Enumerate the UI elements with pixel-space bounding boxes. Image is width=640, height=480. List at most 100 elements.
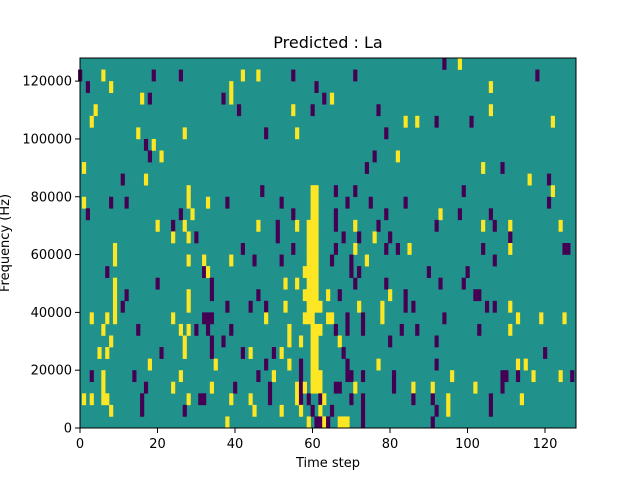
heatmap-cell xyxy=(570,370,575,383)
x-axis-ticks: 0 20 40 60 80 100 120 xyxy=(76,428,557,452)
heatmap-cell xyxy=(403,196,408,209)
heatmap-cell xyxy=(225,196,230,209)
heatmap-cell xyxy=(326,416,331,429)
heatmap-cell xyxy=(345,196,350,209)
heatmap-cell xyxy=(314,289,319,302)
heatmap-cell xyxy=(562,312,567,325)
heatmap-cell xyxy=(105,347,110,359)
heatmap-cell xyxy=(225,416,230,429)
heatmap-cell xyxy=(341,347,346,359)
heatmap-cell xyxy=(302,381,307,394)
heatmap-cell xyxy=(306,266,311,278)
heatmap-cell xyxy=(101,323,106,336)
heatmap-cell xyxy=(178,323,183,336)
heatmap-cell xyxy=(508,243,513,255)
heatmap-cell xyxy=(310,370,315,383)
heatmap-cell xyxy=(469,115,474,128)
x-tick-label: 100 xyxy=(455,437,480,452)
heatmap-cell xyxy=(291,208,296,221)
heatmap-cell xyxy=(306,300,311,313)
heatmap-cell xyxy=(508,231,513,244)
heatmap-cell xyxy=(314,347,319,359)
heatmap-cell xyxy=(298,393,304,406)
heatmap-cell xyxy=(391,381,397,394)
heatmap-cell xyxy=(430,381,435,394)
heatmap-cell xyxy=(434,358,439,371)
heatmap-cell xyxy=(132,370,137,383)
heatmap-cell xyxy=(333,243,338,255)
heatmap-cell xyxy=(298,404,304,417)
heatmap-cell xyxy=(562,243,567,255)
heatmap-cell xyxy=(337,381,342,394)
heatmap-cell xyxy=(353,277,358,290)
y-tick-label: 20000 xyxy=(31,364,72,379)
heatmap-cell xyxy=(302,312,307,325)
heatmap-cell xyxy=(291,69,296,82)
heatmap-cell xyxy=(446,404,451,417)
heatmap-cell xyxy=(376,358,381,371)
heatmap-cell xyxy=(97,347,102,359)
heatmap-cell xyxy=(403,300,408,313)
heatmap-cell xyxy=(318,393,323,406)
chart-title: Predicted : La xyxy=(273,33,382,52)
heatmap-cell xyxy=(182,127,187,140)
heatmap-cell xyxy=(333,208,338,221)
heatmap-cell xyxy=(492,219,497,232)
heatmap-cell xyxy=(198,393,203,406)
plot-area xyxy=(78,57,577,429)
heatmap-cell xyxy=(81,196,87,209)
heatmap-cell xyxy=(267,381,273,394)
heatmap-cell xyxy=(306,416,311,429)
heatmap-cell xyxy=(240,243,245,255)
heatmap-cell xyxy=(310,335,315,348)
heatmap-cell xyxy=(481,162,486,174)
heatmap-cell xyxy=(182,335,187,348)
heatmap-cell xyxy=(302,266,307,278)
heatmap-cell xyxy=(492,254,497,267)
heatmap-cell xyxy=(360,404,366,417)
heatmap-cell xyxy=(349,266,354,278)
heatmap-cell xyxy=(213,358,218,371)
heatmap-cell xyxy=(178,370,183,383)
heatmap-cell xyxy=(384,208,389,221)
heatmap-cell xyxy=(256,69,261,82)
heatmap-cell xyxy=(322,92,327,105)
heatmap-cell xyxy=(492,300,497,313)
heatmap-cell xyxy=(81,162,87,174)
x-tick-label: 0 xyxy=(76,437,84,452)
heatmap-cell xyxy=(465,266,470,278)
heatmap-cell xyxy=(302,289,307,302)
heatmap-cell xyxy=(205,266,211,278)
heatmap-cell xyxy=(194,323,199,336)
y-tick-label: 0 xyxy=(64,422,72,437)
heatmap-cell xyxy=(515,370,521,383)
heatmap-cell xyxy=(291,104,296,117)
heatmap-cell xyxy=(310,347,315,359)
heatmap-cell xyxy=(434,404,439,417)
heatmap-cell xyxy=(411,300,416,313)
heatmap-cell xyxy=(310,277,315,290)
heatmap-cell xyxy=(353,185,358,198)
heatmap-cell xyxy=(310,300,315,313)
heatmap-cell xyxy=(279,254,284,267)
heatmap-cell xyxy=(143,381,149,394)
heatmap-cell xyxy=(143,138,149,151)
heatmap-cell xyxy=(151,138,156,151)
heatmap-cell xyxy=(457,208,462,221)
heatmap-cell xyxy=(155,277,160,290)
heatmap-cell xyxy=(209,312,214,325)
heatmap-cell xyxy=(415,115,420,128)
heatmap-cell xyxy=(283,300,288,313)
heatmap-cell xyxy=(527,173,532,186)
heatmap-cell xyxy=(442,58,447,70)
heatmap-cell xyxy=(93,104,98,117)
heatmap-cell xyxy=(384,243,389,255)
heatmap-cell xyxy=(314,185,319,198)
heatmap-cell xyxy=(310,219,315,232)
heatmap-cell xyxy=(318,381,323,394)
heatmap-cell xyxy=(252,254,257,267)
heatmap-cell xyxy=(523,358,528,371)
heatmap-cell xyxy=(314,323,319,336)
heatmap-cell xyxy=(310,185,315,198)
heatmap-cell xyxy=(306,312,311,325)
